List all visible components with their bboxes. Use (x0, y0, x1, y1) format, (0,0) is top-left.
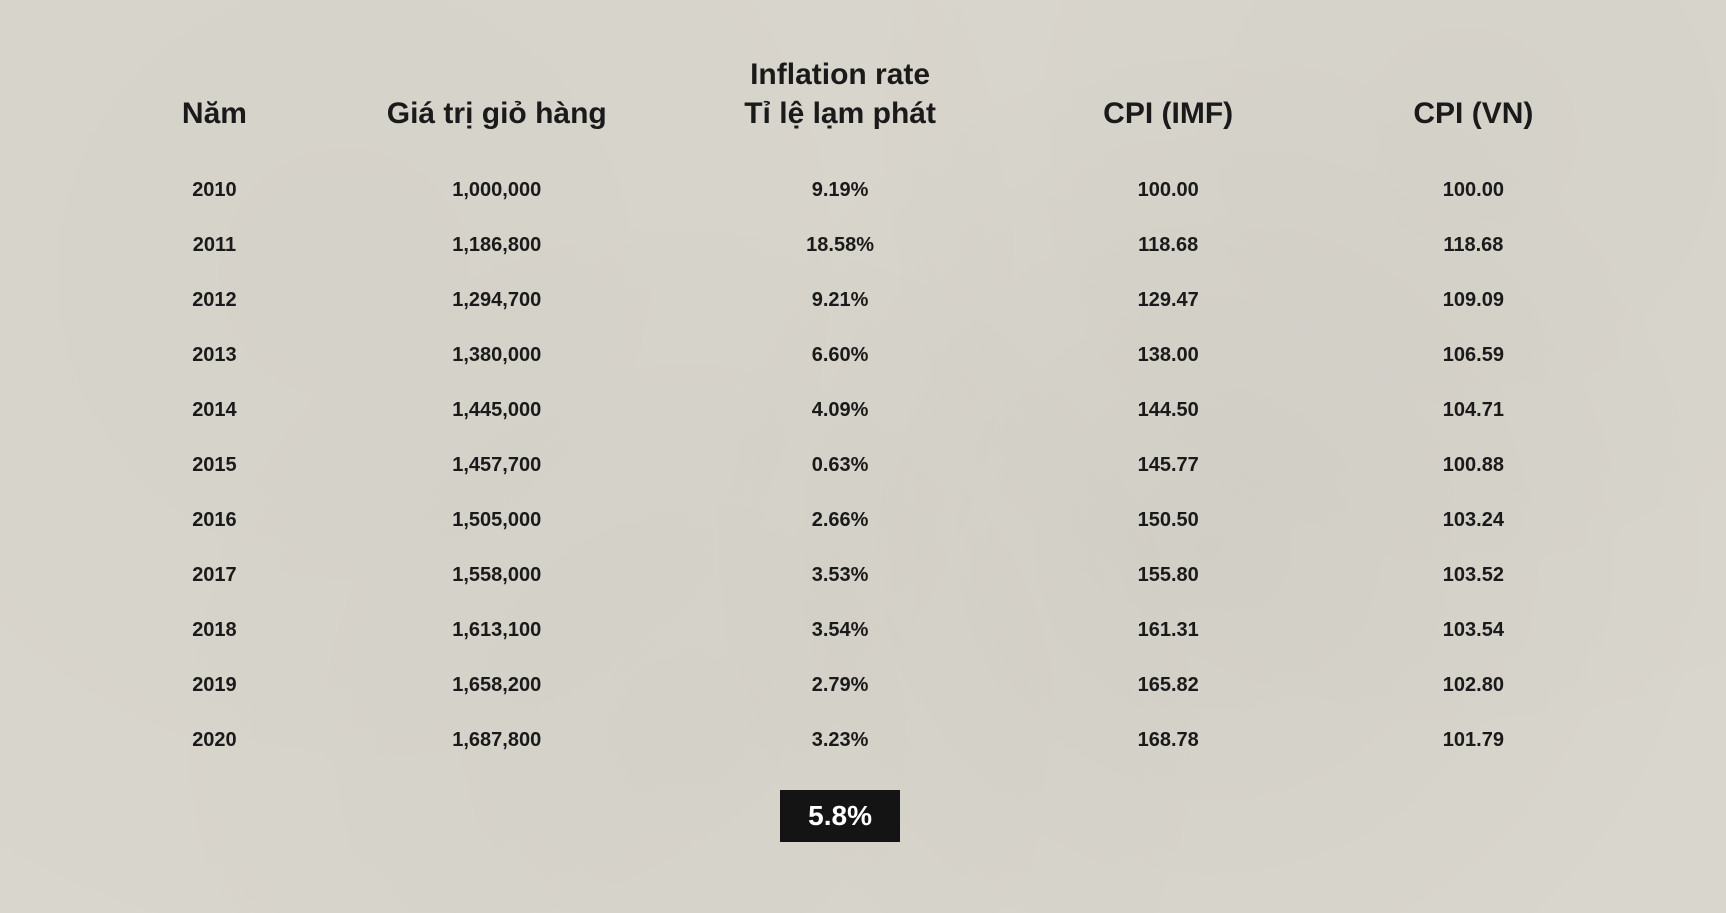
table-row: 20181,613,1003.54%161.31103.54 (100, 603, 1626, 658)
col-header-inflation: Inflation rate Tỉ lệ lạm phát (665, 55, 1016, 163)
table-footer-cell (1321, 768, 1626, 842)
table-cell: 1,186,800 (329, 218, 665, 273)
table-cell: 101.79 (1321, 713, 1626, 768)
col-header-cpi-vn: CPI (VN) (1321, 55, 1626, 163)
table-cell: 103.52 (1321, 548, 1626, 603)
table-body: 20101,000,0009.19%100.00100.0020111,186,… (100, 163, 1626, 842)
table-cell: 2.79% (665, 658, 1016, 713)
table-cell: 129.47 (1016, 273, 1321, 328)
table-cell: 2013 (100, 328, 329, 383)
average-inflation-highlight: 5.8% (780, 790, 900, 842)
table-cell: 2011 (100, 218, 329, 273)
col-header-line2: Năm (182, 97, 247, 130)
table-cell: 4.09% (665, 383, 1016, 438)
table-cell: 155.80 (1016, 548, 1321, 603)
table-cell: 1,505,000 (329, 493, 665, 548)
table-cell: 2014 (100, 383, 329, 438)
table-cell: 6.60% (665, 328, 1016, 383)
table-cell: 3.53% (665, 548, 1016, 603)
table-cell: 2019 (100, 658, 329, 713)
table-cell: 145.77 (1016, 438, 1321, 493)
table-cell: 104.71 (1321, 383, 1626, 438)
col-header-line2: Tỉ lệ lạm phát (744, 97, 936, 130)
inflation-table-container: Năm Giá trị giỏ hàng Inflation rate Tỉ l… (100, 55, 1626, 842)
table-cell: 165.82 (1016, 658, 1321, 713)
table-cell: 118.68 (1016, 218, 1321, 273)
table-cell: 161.31 (1016, 603, 1321, 658)
table-cell: 1,613,100 (329, 603, 665, 658)
table-cell: 109.09 (1321, 273, 1626, 328)
table-cell: 102.80 (1321, 658, 1626, 713)
table-cell: 3.54% (665, 603, 1016, 658)
table-cell: 144.50 (1016, 383, 1321, 438)
table-cell: 0.63% (665, 438, 1016, 493)
table-cell: 1,457,700 (329, 438, 665, 493)
table-cell: 1,687,800 (329, 713, 665, 768)
table-footer-row: 5.8% (100, 768, 1626, 842)
table-cell: 2018 (100, 603, 329, 658)
table-cell: 3.23% (665, 713, 1016, 768)
table-cell: 118.68 (1321, 218, 1626, 273)
table-cell: 138.00 (1016, 328, 1321, 383)
table-cell: 2010 (100, 163, 329, 218)
col-header-line1: Inflation rate (750, 58, 930, 91)
table-row: 20121,294,7009.21%129.47109.09 (100, 273, 1626, 328)
col-header-line2: CPI (VN) (1413, 97, 1533, 130)
table-footer-cell (100, 768, 329, 842)
table-cell: 106.59 (1321, 328, 1626, 383)
table-cell: 1,658,200 (329, 658, 665, 713)
table-cell: 2017 (100, 548, 329, 603)
table-cell: 2015 (100, 438, 329, 493)
table-row: 20151,457,7000.63%145.77100.88 (100, 438, 1626, 493)
table-row: 20111,186,80018.58%118.68118.68 (100, 218, 1626, 273)
table-footer-cell (1016, 768, 1321, 842)
table-row: 20101,000,0009.19%100.00100.00 (100, 163, 1626, 218)
table-cell: 168.78 (1016, 713, 1321, 768)
table-cell: 103.54 (1321, 603, 1626, 658)
table-cell: 2012 (100, 273, 329, 328)
table-cell: 100.00 (1321, 163, 1626, 218)
table-cell: 1,294,700 (329, 273, 665, 328)
table-cell: 100.00 (1016, 163, 1321, 218)
table-cell: 1,445,000 (329, 383, 665, 438)
col-header-line2: CPI (IMF) (1103, 97, 1233, 130)
col-header-year: Năm (100, 55, 329, 163)
table-cell: 1,000,000 (329, 163, 665, 218)
table-row: 20201,687,8003.23%168.78101.79 (100, 713, 1626, 768)
table-cell: 150.50 (1016, 493, 1321, 548)
table-cell: 1,558,000 (329, 548, 665, 603)
table-cell: 9.21% (665, 273, 1016, 328)
table-cell: 2020 (100, 713, 329, 768)
table-row: 20131,380,0006.60%138.00106.59 (100, 328, 1626, 383)
col-header-cpi-imf: CPI (IMF) (1016, 55, 1321, 163)
table-cell: 18.58% (665, 218, 1016, 273)
table-cell: 9.19% (665, 163, 1016, 218)
table-header-row: Năm Giá trị giỏ hàng Inflation rate Tỉ l… (100, 55, 1626, 163)
table-footer-cell: 5.8% (665, 768, 1016, 842)
col-header-line2: Giá trị giỏ hàng (387, 97, 607, 130)
table-row: 20171,558,0003.53%155.80103.52 (100, 548, 1626, 603)
table-cell: 1,380,000 (329, 328, 665, 383)
table-row: 20141,445,0004.09%144.50104.71 (100, 383, 1626, 438)
table-footer-cell (329, 768, 665, 842)
table-cell: 2016 (100, 493, 329, 548)
inflation-table: Năm Giá trị giỏ hàng Inflation rate Tỉ l… (100, 55, 1626, 842)
col-header-basket: Giá trị giỏ hàng (329, 55, 665, 163)
table-row: 20161,505,0002.66%150.50103.24 (100, 493, 1626, 548)
table-row: 20191,658,2002.79%165.82102.80 (100, 658, 1626, 713)
table-cell: 2.66% (665, 493, 1016, 548)
table-cell: 103.24 (1321, 493, 1626, 548)
table-cell: 100.88 (1321, 438, 1626, 493)
